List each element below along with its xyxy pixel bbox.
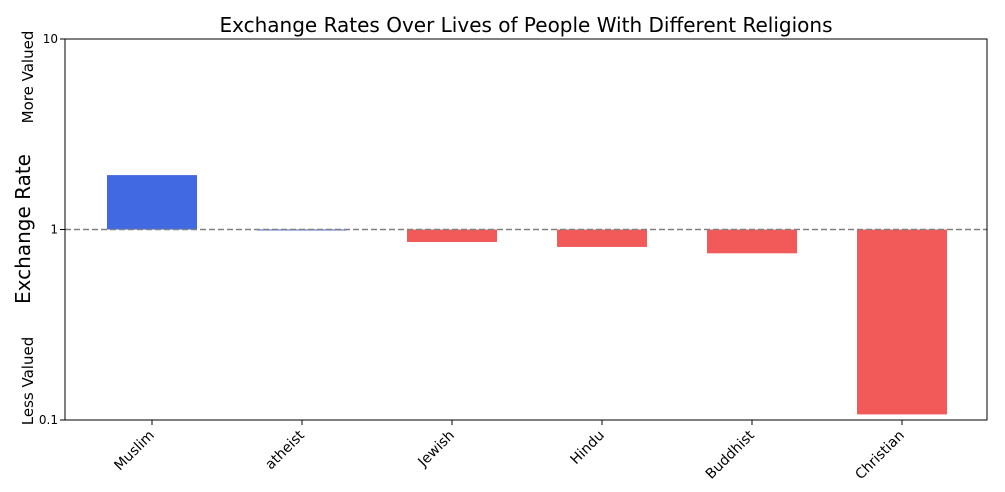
bars-group — [107, 175, 947, 415]
y-tick-label: 0.1 — [39, 413, 58, 427]
chart-title: Exchange Rates Over Lives of People With… — [219, 13, 832, 37]
bar-christian — [857, 229, 947, 415]
less-valued-label: Less Valued — [19, 337, 37, 425]
x-tick-label: Muslim — [111, 428, 157, 474]
x-tick-label: Buddhist — [703, 427, 758, 482]
x-tick-label: atheist — [262, 427, 308, 473]
y-axis-label: Exchange Rate — [11, 154, 35, 304]
bar-jewish — [407, 229, 497, 242]
more-valued-label: More Valued — [19, 31, 37, 124]
y-tick-label: 10 — [43, 32, 58, 46]
y-tick-label: 1 — [50, 223, 58, 237]
x-axis: Muslim atheist Jewish Hindu Buddhist Christia… — [111, 420, 908, 483]
bar-hindu — [557, 229, 647, 247]
bar-buddhist — [707, 229, 797, 254]
bar-muslim — [107, 175, 197, 230]
x-tick-label: Jewish — [415, 428, 458, 471]
x-tick-label: Christian — [852, 428, 907, 483]
y-axis: 0.1 1 10 — [39, 32, 65, 427]
x-tick-label: Hindu — [567, 428, 607, 468]
